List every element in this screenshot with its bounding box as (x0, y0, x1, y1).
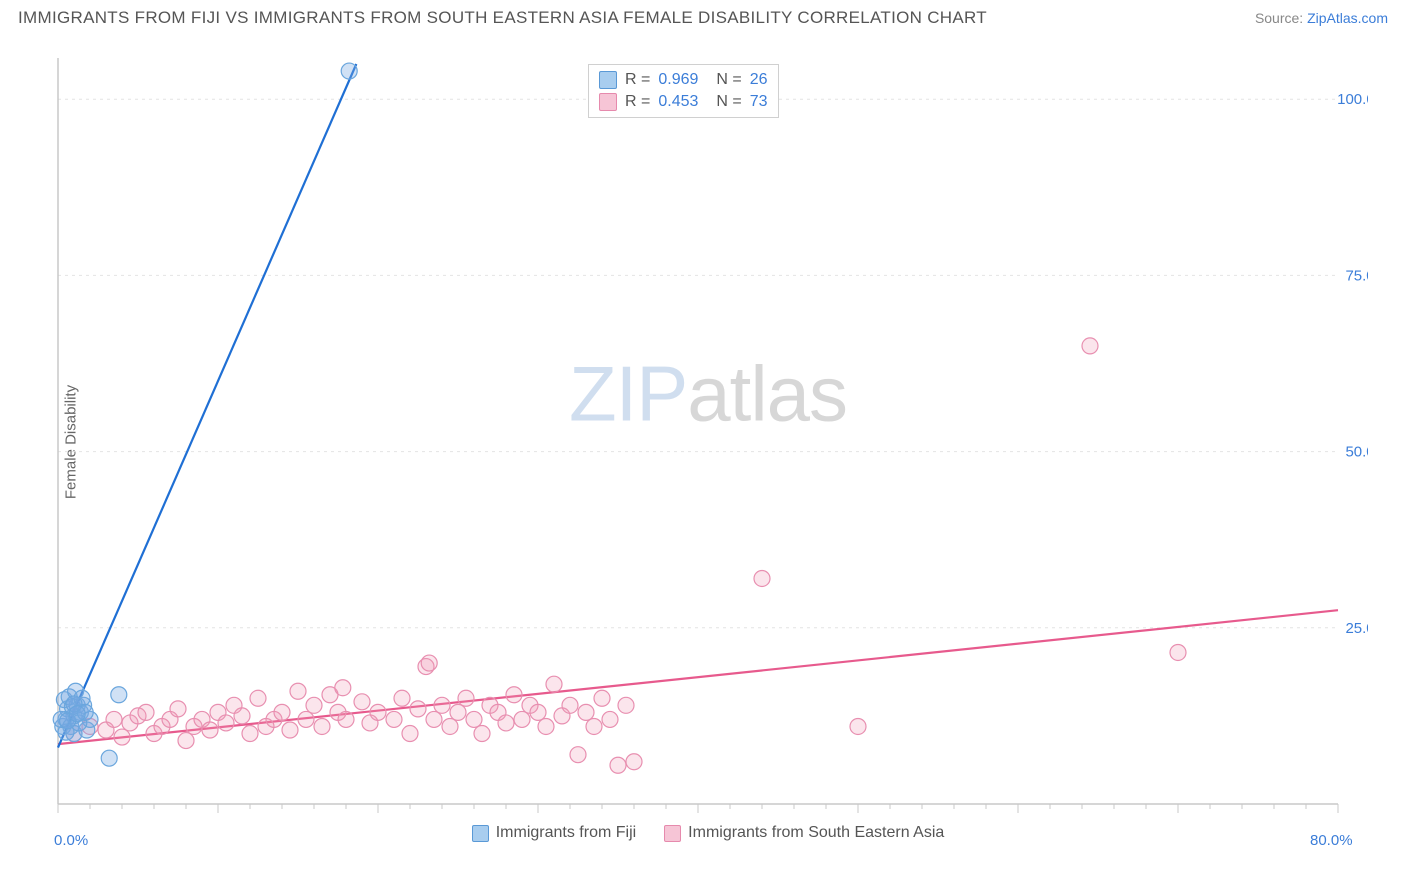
n-label: N = (716, 93, 741, 111)
source-prefix: Source: (1255, 10, 1307, 26)
scatter-plot: 25.0% 50.0% 75.0% 100.0% (48, 42, 1368, 842)
correlation-legend: R = 0.969 N = 26 R = 0.453 N = 73 (588, 64, 779, 118)
series-legend: Immigrants from Fiji Immigrants from Sou… (48, 824, 1368, 842)
x-max-label: 80.0% (1310, 832, 1353, 849)
swatch-sea (599, 93, 617, 111)
svg-text:75.0%: 75.0% (1345, 267, 1368, 284)
x-min-label: 0.0% (54, 832, 88, 849)
r-label: R = (625, 93, 650, 111)
source-attribution: Source: ZipAtlas.com (1255, 10, 1388, 26)
legend-item-sea: Immigrants from South Eastern Asia (664, 824, 944, 842)
r-value-sea: 0.453 (658, 93, 698, 111)
legend-row-sea: R = 0.453 N = 73 (599, 91, 768, 113)
legend-swatch-sea (664, 825, 681, 842)
chart-container: Female Disability 25.0%50.0%75.0%100.0% … (48, 42, 1368, 842)
legend-row-fiji: R = 0.969 N = 26 (599, 69, 768, 91)
r-value-fiji: 0.969 (658, 71, 698, 89)
svg-text:100.0%: 100.0% (1337, 91, 1368, 108)
svg-text:50.0%: 50.0% (1345, 444, 1368, 461)
chart-title: IMMIGRANTS FROM FIJI VS IMMIGRANTS FROM … (18, 8, 987, 28)
n-label: N = (716, 71, 741, 89)
legend-swatch-fiji (472, 825, 489, 842)
n-value-sea: 73 (750, 93, 768, 111)
legend-label-fiji: Immigrants from Fiji (496, 824, 636, 842)
n-value-fiji: 26 (750, 71, 768, 89)
source-link[interactable]: ZipAtlas.com (1307, 10, 1388, 26)
legend-label-sea: Immigrants from South Eastern Asia (688, 824, 944, 842)
svg-text:25.0%: 25.0% (1345, 620, 1368, 637)
swatch-fiji (599, 71, 617, 89)
legend-item-fiji: Immigrants from Fiji (472, 824, 636, 842)
r-label: R = (625, 71, 650, 89)
